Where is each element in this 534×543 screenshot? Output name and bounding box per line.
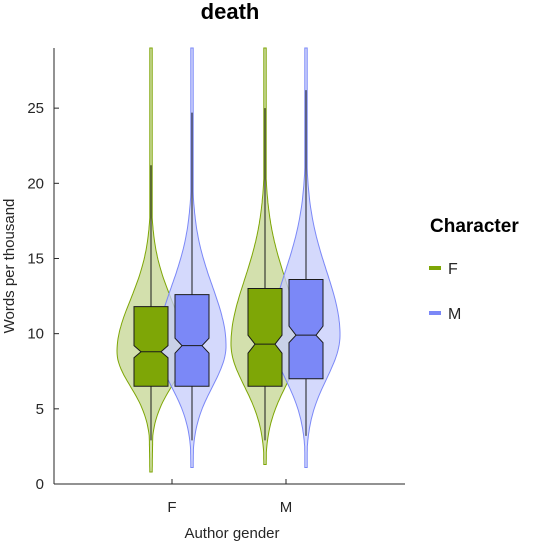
y-tick-label: 25 xyxy=(27,100,44,117)
x-tick-label: F xyxy=(167,499,176,516)
legend-label-m: M xyxy=(448,306,461,323)
y-tick-label: 0 xyxy=(36,476,44,493)
y-tick-label: 15 xyxy=(27,250,44,267)
y-tick-label: 20 xyxy=(27,175,44,192)
y-tick-label: 10 xyxy=(27,326,44,343)
y-tick-label: 5 xyxy=(36,401,44,418)
legend-title: Character xyxy=(430,216,519,237)
legend-label-f: F xyxy=(448,261,458,278)
x-axis-label: Author gender xyxy=(184,525,279,542)
y-axis-ticks: 0 5 10 15 20 25 xyxy=(27,100,59,493)
legend: Character F M xyxy=(429,216,519,323)
box-series-f-f xyxy=(133,306,169,387)
box-series-m-f xyxy=(174,294,210,387)
x-tick-label: M xyxy=(280,499,293,516)
y-axis-label: Words per thousand xyxy=(1,199,18,334)
box-series-m-m xyxy=(288,279,324,380)
chart-title: death xyxy=(201,0,260,24)
plot-area xyxy=(116,47,341,473)
box-series-f-m xyxy=(247,288,283,387)
